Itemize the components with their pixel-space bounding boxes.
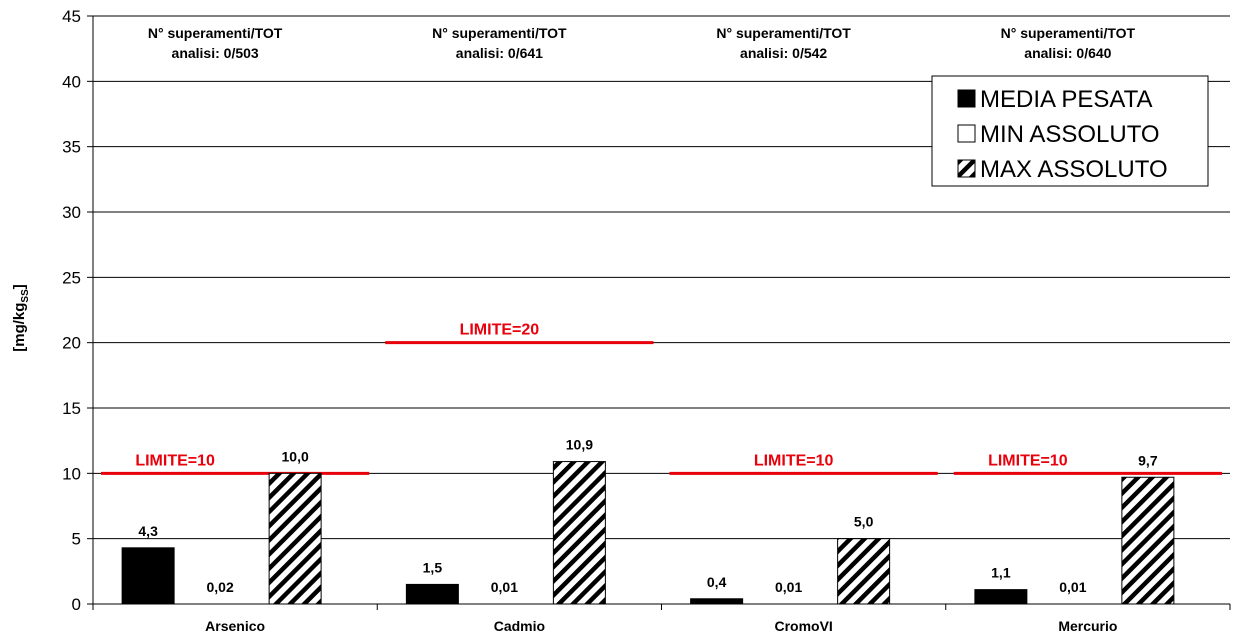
legend-label: MEDIA PESATA (980, 86, 1153, 113)
y-tick-label: 0 (72, 595, 81, 614)
bar-max-assoluto (837, 538, 891, 605)
y-tick-label: 30 (62, 203, 81, 222)
bar-media-pesata (121, 547, 175, 605)
annotation-line: N° superamenti/TOT (716, 25, 851, 41)
legend-swatch (957, 159, 976, 178)
annotation-line: analisi: 0/503 (172, 45, 259, 61)
y-tick-label: 35 (62, 138, 81, 157)
y-axis-label: [mg/kgSS] (11, 284, 31, 352)
limit-label: LIMITE=10 (754, 452, 834, 469)
y-tick-label: 5 (72, 530, 81, 549)
category-label: Cadmio (494, 618, 545, 634)
y-tick-label: 10 (62, 464, 81, 483)
axes (87, 15, 1231, 610)
category-label: CromoVI (774, 618, 832, 634)
legend-label: MAX ASSOLUTO (980, 156, 1168, 183)
limit-label: LIMITE=20 (460, 322, 540, 339)
y-tick-label: 40 (62, 72, 81, 91)
legend-label: MIN ASSOLUTO (980, 121, 1160, 148)
data-label: 0,4 (707, 574, 727, 590)
legend-swatch (957, 89, 976, 108)
data-label: 0,01 (1059, 579, 1086, 595)
bar-media-pesata (690, 598, 744, 605)
y-tick-label: 45 (62, 7, 81, 26)
data-label: 10,9 (566, 437, 593, 453)
bar-max-assoluto (1121, 476, 1175, 605)
annotation-line: N° superamenti/TOT (148, 25, 283, 41)
y-tick-label: 20 (62, 334, 81, 353)
bar-max-assoluto (552, 461, 606, 605)
annotation-line: analisi: 0/641 (456, 45, 543, 61)
y-tick-label: 15 (62, 399, 81, 418)
legend: MEDIA PESATA MIN ASSOLUTO MAX ASSOLUTO (931, 75, 1209, 187)
data-label: 10,0 (282, 448, 309, 464)
limit-lines (101, 341, 1222, 475)
bar-media-pesata (405, 583, 459, 605)
category-label: Mercurio (1058, 618, 1117, 634)
data-label: 1,1 (991, 565, 1011, 581)
limit-label: LIMITE=10 (135, 452, 215, 469)
data-label: 4,3 (138, 523, 158, 539)
labels: 0 5 10 15 20 25 30 35 40 45 [mg/kgSS] Arsenico 4,3 0,… (11, 7, 1158, 634)
data-label: 0,01 (775, 579, 802, 595)
legend-swatch (957, 124, 976, 143)
bars (121, 461, 1175, 605)
annotation-line: analisi: 0/640 (1024, 45, 1111, 61)
annotation-line: analisi: 0/542 (740, 45, 827, 61)
data-label: 1,5 (423, 559, 443, 575)
data-label: 9,7 (1138, 452, 1158, 468)
annotation-line: N° superamenti/TOT (432, 25, 567, 41)
data-label: 0,02 (207, 579, 234, 595)
data-label: 0,01 (491, 579, 518, 595)
annotation-line: N° superamenti/TOT (1001, 25, 1136, 41)
bar-media-pesata (974, 589, 1028, 605)
legend-box (931, 75, 1209, 187)
limit-label: LIMITE=10 (988, 452, 1068, 469)
category-label: Arsenico (205, 618, 265, 634)
bar-max-assoluto (268, 472, 322, 605)
data-label: 5,0 (854, 514, 874, 530)
y-tick-label: 25 (62, 268, 81, 287)
